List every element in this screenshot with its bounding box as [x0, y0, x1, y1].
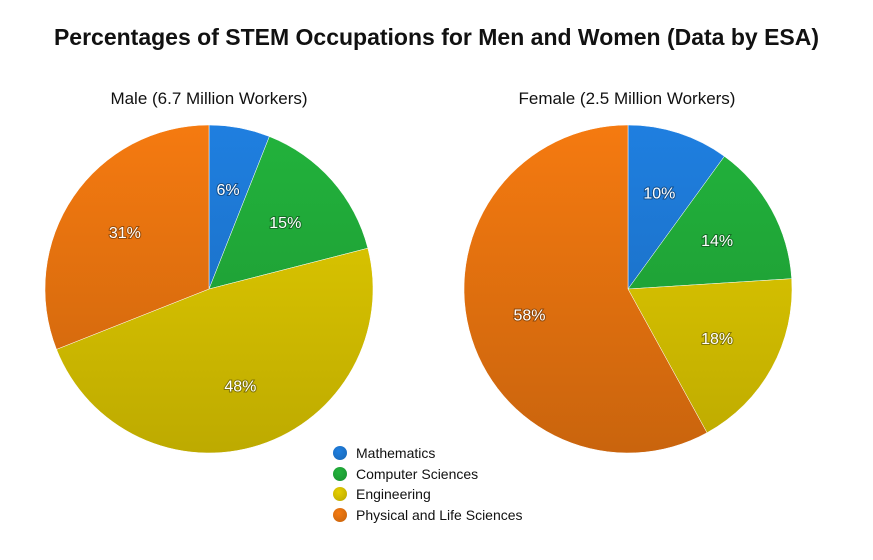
female-slice-physical-life-sciences — [463, 124, 708, 454]
female-slice-engineering — [627, 278, 793, 434]
legend-swatch-mathematics — [333, 446, 347, 461]
female-label-computer-sciences: 14% — [701, 233, 733, 250]
legend-label-mathematics: Mathematics — [356, 445, 436, 462]
male-slice-engineering — [56, 247, 374, 454]
legend-swatch-physical-life-sciences — [333, 507, 347, 522]
female-slice-computer-sciences — [627, 155, 792, 290]
legend-item-engineering: Engineering — [333, 484, 523, 505]
male-slice-computer-sciences — [208, 136, 369, 290]
female-label-physical-life-sciences: 58% — [513, 307, 545, 324]
legend-label-engineering: Engineering — [356, 486, 431, 503]
male-slice-physical-life-sciences — [44, 124, 210, 350]
legend-swatch-computer-sciences — [333, 466, 347, 481]
legend-swatch-engineering — [333, 487, 347, 502]
male-label-physical-life-sciences: 31% — [109, 225, 141, 242]
legend-label-physical-life-sciences: Physical and Life Sciences — [356, 506, 523, 523]
legend-item-mathematics: Mathematics — [333, 443, 523, 464]
female-label-engineering: 18% — [701, 331, 733, 348]
male-label-mathematics: 6% — [217, 182, 240, 199]
chart-title: Percentages of STEM Occupations for Men … — [53, 24, 820, 50]
legend: Mathematics Computer Sciences Engineerin… — [333, 443, 523, 525]
female-slice-mathematics — [627, 124, 725, 290]
female-pie: 10% 14% 18% 58% — [463, 124, 793, 454]
female-pie-title: Female (2.5 Million Workers) — [518, 89, 736, 108]
male-label-computer-sciences: 15% — [269, 215, 301, 232]
male-pie-title: Male (6.7 Million Workers) — [110, 89, 308, 108]
legend-item-physical-life-sciences: Physical and Life Sciences — [333, 505, 523, 526]
legend-item-computer-sciences: Computer Sciences — [333, 464, 523, 485]
male-pie: 6% 15% 48% 31% — [44, 124, 374, 454]
legend-label-computer-sciences: Computer Sciences — [356, 465, 479, 482]
female-label-mathematics: 10% — [643, 185, 675, 202]
male-label-engineering: 48% — [224, 379, 256, 396]
